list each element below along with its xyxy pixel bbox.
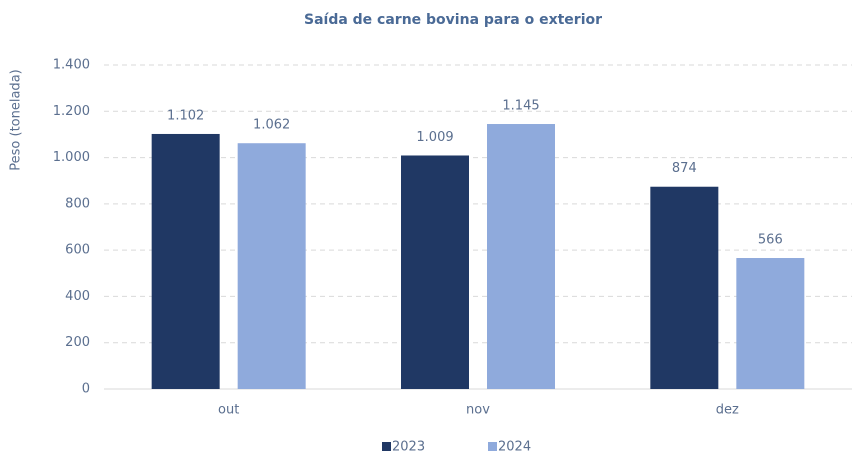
y-tick-label: 1.400: [53, 58, 90, 73]
bar: [650, 186, 719, 389]
legend-swatch: [382, 442, 391, 451]
value-label: 1.009: [416, 130, 453, 145]
value-label: 874: [672, 161, 697, 176]
x-tick-label: out: [218, 403, 239, 418]
chart-title: Saída de carne bovina para o exterior: [304, 12, 602, 28]
y-tick-label: 600: [65, 243, 90, 258]
value-label: 1.145: [502, 99, 539, 114]
legend-swatch: [488, 442, 497, 451]
bar: [487, 124, 555, 389]
y-tick-label: 1.000: [53, 150, 90, 165]
y-tick-label: 200: [65, 335, 90, 350]
bar: [151, 133, 220, 389]
y-tick-label: 1.200: [53, 104, 90, 119]
bar: [401, 155, 469, 389]
y-tick-label: 400: [65, 289, 90, 304]
x-tick-label: dez: [716, 403, 739, 418]
value-label: 566: [758, 233, 783, 248]
bar: [237, 143, 306, 389]
value-label: 1.102: [167, 108, 204, 123]
y-axis-label: Peso (tonelada): [9, 69, 24, 170]
x-tick-label: nov: [466, 403, 490, 418]
bar: [736, 258, 805, 389]
legend-label: 2024: [498, 440, 531, 454]
value-label: 1.062: [253, 118, 290, 133]
y-tick-label: 800: [65, 196, 90, 211]
y-tick-label: 0: [82, 382, 90, 397]
legend-label: 2023: [392, 440, 425, 454]
